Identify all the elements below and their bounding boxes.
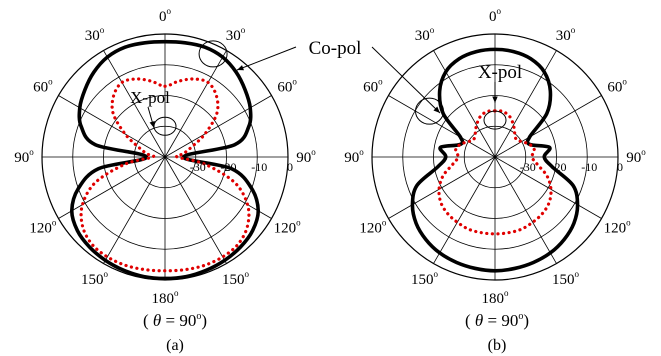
grid-spoke (164, 95, 272, 158)
radial-tick-label: -10 (581, 160, 597, 174)
grid-spoke (388, 95, 496, 158)
x-pol-label: X-pol (130, 88, 170, 107)
panel-label-a: (a) (166, 337, 184, 354)
polar-plot-a: 0o 30o 60o 90o 120o 150o 180o 150o 120o 90o 60o 30o… (14, 6, 361, 354)
arrowhead (149, 121, 155, 128)
angle-tick-label: 150o (552, 269, 580, 288)
panel-label-b: (b) (488, 337, 507, 354)
angle-labels-b: 0o 30o 60o 90o 120o 150o 180o 150o 120o 90o 60o 30o (344, 6, 646, 307)
arrowhead (433, 106, 440, 113)
radial-tick-label: 0 (287, 160, 293, 174)
angle-tick-label: 90o (344, 147, 364, 166)
annotation-ellipse (415, 97, 445, 125)
radial-tick-label: 0 (617, 160, 623, 174)
grid-spoke (164, 156, 227, 264)
x-pol-curve (79, 77, 251, 273)
x-pol-label: X-pol (478, 62, 522, 83)
polar-plot-b: 0o 30o 60o 90o 120o 150o 180o 150o 120o 90o 60o 30o… (344, 6, 646, 354)
polar-grid-b (371, 33, 619, 281)
grid-spoke (164, 50, 227, 158)
grid-spoke (433, 50, 496, 158)
radial-tick-label: -20 (551, 160, 567, 174)
angle-tick-label: 120o (274, 218, 302, 237)
curves-a (69, 39, 261, 281)
radial-tick-label: -30 (520, 160, 536, 174)
radial-tick-label: -30 (190, 160, 206, 174)
angle-tick-label: 150o (411, 269, 439, 288)
angle-tick-label: 30o (85, 25, 105, 44)
arrowhead (237, 65, 244, 71)
angle-tick-label: 180o (152, 288, 180, 307)
angle-tick-label: 150o (81, 269, 109, 288)
co-pol-curve (69, 39, 261, 281)
grid-spoke (494, 156, 602, 219)
grid-spoke (388, 156, 496, 219)
arrowhead (492, 96, 498, 103)
angle-tick-label: 90o (626, 147, 646, 166)
grid-spoke (58, 95, 166, 158)
caption-a: ( θ = 90o) (143, 311, 207, 330)
polar-grid-a (41, 33, 289, 281)
grid-spoke (494, 156, 557, 264)
angle-tick-label: 0o (159, 6, 172, 25)
angle-tick-label: 150o (222, 269, 250, 288)
angle-tick-label: 120o (29, 218, 57, 237)
caption-b: ( θ = 90o) (465, 311, 529, 330)
angle-tick-label: 180o (482, 288, 510, 307)
grid-spoke (494, 50, 557, 158)
grid-spoke (164, 156, 272, 219)
annotations-b: X-pol (371, 46, 522, 130)
annotation-ellipse (483, 110, 507, 130)
angle-tick-label: 60o (277, 77, 297, 96)
angle-tick-label: 30o (556, 25, 576, 44)
angle-tick-label: 30o (415, 25, 435, 44)
grid-spoke (433, 156, 496, 264)
radial-labels-a: -30 -20 -10 0 (190, 160, 293, 174)
angle-tick-label: 60o (33, 77, 53, 96)
x-pol-curve (437, 109, 553, 236)
co-pol-curve (410, 47, 580, 273)
angle-labels-a: 0o 30o 60o 90o 120o 150o 180o 150o 120o 90o 60o 30o (14, 6, 316, 307)
radial-tick-label: -20 (221, 160, 237, 174)
angle-tick-label: 60o (607, 77, 627, 96)
grid-spoke (58, 156, 166, 219)
angle-tick-label: 0o (489, 6, 502, 25)
annotation-ellipse (198, 40, 228, 68)
annotation-arrow (371, 46, 441, 114)
annotation-arrow (236, 46, 297, 71)
angle-tick-label: 120o (604, 218, 632, 237)
curves-b (410, 47, 580, 273)
radial-labels-b: -30 -20 -10 0 (520, 160, 623, 174)
angle-tick-label: 30o (226, 25, 246, 44)
annotations-a: X-pol Co-pol (130, 38, 362, 136)
grid-spoke (103, 156, 166, 264)
co-pol-label: Co-pol (309, 38, 362, 59)
angle-tick-label: 90o (14, 147, 34, 166)
angle-tick-label: 60o (363, 77, 383, 96)
grid-spoke (494, 95, 602, 158)
angle-tick-label: 120o (359, 218, 387, 237)
angle-tick-label: 90o (296, 147, 316, 166)
radial-tick-label: -10 (251, 160, 267, 174)
grid-spoke (103, 50, 166, 158)
